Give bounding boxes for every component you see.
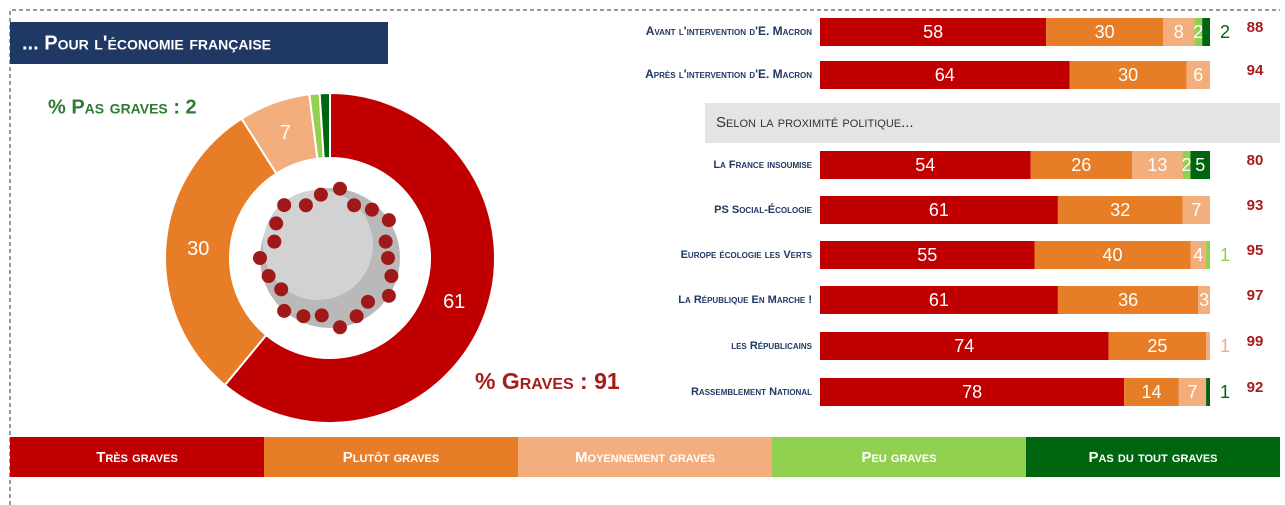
category-label: les Républicains (731, 340, 812, 352)
virus-spike (384, 269, 398, 283)
segment-label: 61 (929, 290, 949, 310)
segment-label: 2 (1220, 22, 1230, 42)
virus-spike (333, 320, 347, 334)
legend-label: Pas du tout graves (1088, 449, 1217, 466)
virus-spike (314, 188, 328, 202)
bar-segment (1202, 18, 1210, 46)
total-label: 97 (1247, 287, 1264, 304)
slice-label: 7 (280, 122, 291, 144)
virus-spike (347, 198, 361, 212)
virus-spike (262, 269, 276, 283)
segment-label: 8 (1174, 22, 1184, 42)
segment-label: 7 (1191, 200, 1201, 220)
virus-spike (382, 213, 396, 227)
infographic: ... Pour l'économie française Selon la p… (0, 0, 1285, 505)
section-title: Selon la proximité politique... (716, 114, 914, 131)
virus-spike (269, 216, 283, 230)
segment-label: 25 (1147, 336, 1167, 356)
segment-label: 1 (1220, 245, 1230, 265)
segment-label: 40 (1102, 245, 1122, 265)
legend-label: Très graves (96, 449, 178, 466)
bar-segment (1206, 332, 1210, 360)
virus-spike (253, 251, 267, 265)
virus-spike (315, 308, 329, 322)
segment-label: 2 (1182, 155, 1192, 175)
segment-label: 3 (1199, 290, 1209, 310)
segment-label: 13 (1147, 155, 1167, 175)
virus-spike (277, 304, 291, 318)
annotation: % Graves : 91 (475, 368, 620, 394)
segment-label: 1 (1220, 336, 1230, 356)
total-label: 95 (1247, 242, 1264, 259)
virus-spike (267, 235, 281, 249)
total-label: 99 (1247, 333, 1264, 350)
segment-label: 7 (1187, 382, 1197, 402)
bar-segment (1206, 241, 1210, 269)
virus-spike (274, 282, 288, 296)
total-label: 93 (1247, 197, 1264, 214)
category-label: Après l'intervention d'E. Macron (645, 67, 812, 81)
virus-spike (379, 235, 393, 249)
chart-title: ... Pour l'économie française (22, 32, 271, 54)
slice-label: 30 (187, 238, 209, 260)
total-label: 88 (1247, 19, 1264, 36)
legend-label: Moyennement graves (575, 449, 715, 466)
segment-label: 5 (1195, 155, 1205, 175)
virus-spike (350, 309, 364, 323)
segment-label: 54 (915, 155, 935, 175)
virus-illustration (253, 182, 400, 335)
segment-label: 2 (1193, 22, 1203, 42)
total-label: 94 (1247, 62, 1264, 79)
category-label: La République En Marche ! (678, 294, 812, 306)
slice-label: 1 (313, 103, 319, 114)
virus-spike (382, 289, 396, 303)
category-label: La France insoumise (713, 159, 812, 171)
virus-spike (365, 203, 379, 217)
segment-label: 4 (1193, 245, 1203, 265)
segment-label: 32 (1110, 200, 1130, 220)
virus-spike (277, 198, 291, 212)
virus-spike (296, 309, 310, 323)
virus-spike (333, 182, 347, 196)
total-label: 92 (1247, 379, 1264, 396)
segment-label: 14 (1141, 382, 1161, 402)
segment-label: 6 (1193, 65, 1203, 85)
legend-label: Plutôt graves (343, 449, 439, 466)
segment-label: 1 (1220, 382, 1230, 402)
category-label: Europe écologie les Verts (681, 249, 813, 261)
virus-spike (299, 198, 313, 212)
bar-segment (1206, 378, 1210, 406)
segment-label: 36 (1118, 290, 1138, 310)
segment-label: 30 (1118, 65, 1138, 85)
segment-label: 74 (954, 336, 974, 356)
segment-label: 30 (1095, 22, 1115, 42)
total-label: 80 (1247, 152, 1264, 169)
virus-spike (381, 251, 395, 265)
slice-label: 1 (323, 103, 329, 114)
segment-label: 55 (917, 245, 937, 265)
segment-label: 58 (923, 22, 943, 42)
category-label: Rassemblement National (691, 386, 812, 398)
category-label: PS Social-Écologie (714, 203, 813, 216)
segment-label: 61 (929, 200, 949, 220)
segment-label: 78 (962, 382, 982, 402)
legend-label: Peu graves (861, 449, 936, 466)
slice-label: 61 (443, 291, 465, 313)
segment-label: 26 (1071, 155, 1091, 175)
annotation: % Pas graves : 2 (48, 96, 197, 118)
segment-label: 64 (935, 65, 955, 85)
virus-spike (361, 295, 375, 309)
category-label: Avant l'intervention d'E. Macron (646, 24, 813, 38)
